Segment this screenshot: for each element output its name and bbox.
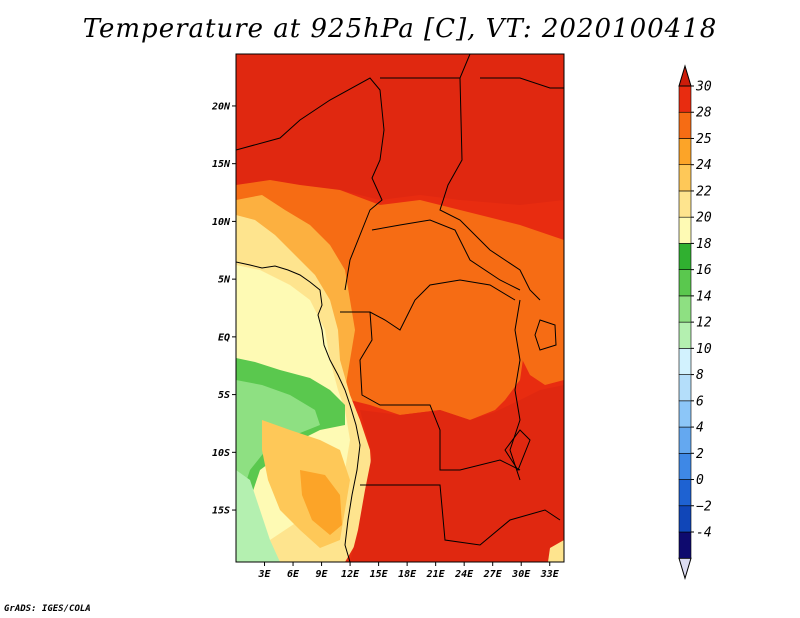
colorbar-label: 14 bbox=[696, 289, 712, 304]
field-lakes-25-28 bbox=[515, 295, 564, 385]
colorbar-label: 8 bbox=[696, 368, 704, 383]
colorbar-swatch bbox=[678, 479, 692, 507]
x-tick-label: 18E bbox=[398, 569, 417, 580]
x-tick-label: 15E bbox=[370, 569, 389, 580]
colorbar-label: −2 bbox=[696, 499, 712, 514]
x-tick-label: 9E bbox=[316, 569, 329, 580]
y-tick-label: 5S bbox=[218, 390, 230, 401]
x-tick-label: 3E bbox=[257, 569, 271, 580]
colorbar-label: 6 bbox=[696, 394, 704, 409]
y-tick-label: 15N bbox=[212, 159, 231, 170]
x-tick-label: 30E bbox=[511, 569, 531, 580]
field-north-28-30 bbox=[236, 54, 564, 205]
border-congo-car bbox=[340, 279, 516, 331]
colorbar-under-triangle bbox=[678, 557, 692, 580]
border-egypt bbox=[480, 77, 564, 89]
field-ocean-12-14 bbox=[236, 380, 320, 510]
border-chad-sudan bbox=[439, 77, 541, 301]
y-axis: 20N 15N 10N 5N EQ 5S 10S 15S bbox=[211, 101, 236, 517]
x-tick-label: 27E bbox=[483, 569, 503, 580]
map-frame bbox=[235, 53, 565, 563]
field-south-28-30 bbox=[350, 385, 564, 562]
colorbar-swatch bbox=[678, 374, 692, 402]
border-car bbox=[371, 219, 521, 291]
map-title: Temperature at 925hPa [C], VT: 202010041… bbox=[82, 14, 718, 44]
colorbar-label: 18 bbox=[696, 237, 712, 252]
colorbar-swatch bbox=[678, 531, 692, 559]
colorbar-label: 16 bbox=[696, 263, 712, 278]
border-niger-chad bbox=[236, 77, 385, 291]
border-drc bbox=[359, 311, 521, 471]
temperature-field bbox=[236, 54, 564, 562]
border-east-rift bbox=[509, 299, 521, 481]
colorbar-swatch bbox=[678, 138, 692, 166]
colorbar-swatch bbox=[678, 111, 692, 139]
lake-tanganyika bbox=[504, 429, 531, 472]
colorbar-swatch bbox=[678, 295, 692, 323]
country-borders bbox=[236, 54, 564, 562]
colorbar-swatch bbox=[678, 505, 692, 533]
x-tick-label: 21E bbox=[426, 569, 446, 580]
colorbar-label: 30 bbox=[695, 80, 712, 95]
x-axis: 3E 6E 9E 12E 15E 18E 21E 24E 27E 30E 33E bbox=[257, 562, 560, 580]
colorbar-swatch bbox=[678, 269, 692, 297]
colorbar-label: 28 bbox=[696, 106, 712, 121]
colorbar-swatch bbox=[678, 452, 692, 480]
colorbar-swatch bbox=[678, 243, 692, 270]
x-tick-label: 6E bbox=[287, 569, 300, 580]
x-tick-label: 33E bbox=[540, 569, 560, 580]
colorbar-swatch bbox=[678, 85, 692, 113]
colorbar-label: -4 bbox=[696, 526, 712, 541]
colorbar-over-triangle bbox=[678, 64, 692, 87]
y-tick-label: 10N bbox=[212, 217, 231, 228]
colorbar-swatch bbox=[678, 426, 692, 454]
lake-victoria bbox=[534, 319, 557, 351]
colorbar-swatch bbox=[678, 348, 692, 375]
colorbar-label: 12 bbox=[696, 316, 712, 331]
colorbar-label: 2 bbox=[696, 447, 704, 462]
colorbar-label: 24 bbox=[696, 158, 712, 173]
colorbar-swatch bbox=[678, 190, 692, 218]
colorbar-label: 0 bbox=[696, 473, 704, 488]
x-tick-label: 12E bbox=[341, 569, 360, 580]
y-tick-label: 10S bbox=[212, 448, 230, 459]
colorbar-label: 22 bbox=[696, 184, 712, 199]
y-tick-label: 15S bbox=[212, 506, 230, 517]
colorbar-label: 20 bbox=[696, 211, 712, 226]
coastline bbox=[236, 261, 361, 562]
colorbar-label: 4 bbox=[696, 421, 704, 436]
colorbar-swatch bbox=[678, 216, 692, 244]
y-tick-label: 20N bbox=[211, 101, 231, 112]
y-tick-label: 5N bbox=[218, 275, 231, 286]
x-tick-label: 24E bbox=[454, 569, 474, 580]
colorbar-label: 10 bbox=[696, 342, 712, 357]
field-angola-24-25 bbox=[300, 470, 342, 535]
border-angola-zambia bbox=[360, 484, 561, 546]
colorbar-swatch bbox=[678, 400, 692, 428]
field-ocean-10-12 bbox=[236, 470, 280, 562]
grads-credit: GrADS: IGES/COLA bbox=[4, 604, 91, 614]
colorbar-label: 25 bbox=[696, 132, 712, 147]
y-tick-label: EQ bbox=[218, 332, 230, 343]
colorbar-swatch bbox=[678, 164, 692, 192]
colorbar-swatch bbox=[678, 321, 692, 349]
field-se-corner bbox=[548, 540, 564, 562]
